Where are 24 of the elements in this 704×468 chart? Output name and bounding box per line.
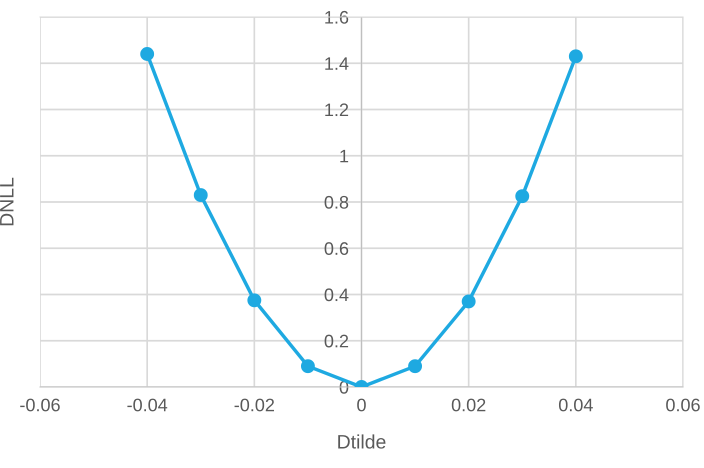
x-tick-label: 0 — [357, 398, 366, 412]
y-axis-title: DNLL — [0, 178, 14, 226]
point — [408, 359, 422, 374]
x-tick-label: -0.02 — [234, 398, 274, 412]
x-tick-label: 0.02 — [452, 398, 486, 412]
x-tick-label: 0.04 — [558, 398, 593, 412]
y-tick-label: 0.2 — [324, 334, 348, 348]
point — [247, 293, 262, 308]
point — [140, 47, 154, 61]
point — [462, 294, 476, 308]
y-tick-label: 1 — [340, 150, 348, 162]
y-tick-label: 0.4 — [324, 288, 348, 302]
point — [300, 359, 315, 374]
x-tick-label: -0.06 — [20, 398, 60, 412]
point — [568, 49, 583, 64]
point — [194, 188, 208, 202]
y-tick-label: 0.6 — [324, 242, 348, 255]
x-tick-label: 0.06 — [666, 398, 700, 412]
x-axis-title: Dtilde — [338, 434, 386, 449]
point — [515, 189, 530, 204]
y-tick-label: 1.2 — [325, 103, 348, 116]
y-tick-label: 0.8 — [324, 196, 348, 209]
x-tick-label: -0.04 — [127, 398, 168, 412]
y-tick-label: 1.4 — [325, 57, 348, 70]
